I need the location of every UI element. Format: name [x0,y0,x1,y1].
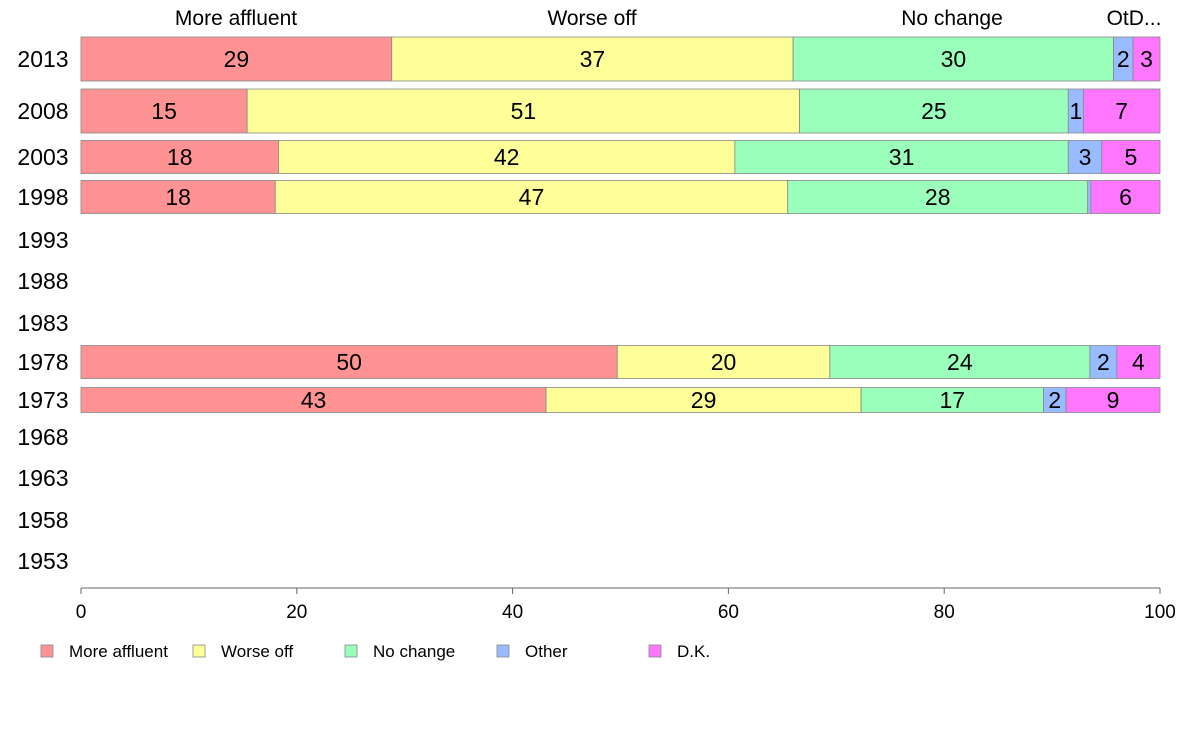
bar-segment [734,140,1069,174]
x-tick-label: 40 [502,602,523,623]
legend-swatch [192,644,206,658]
year-label: 1998 [17,184,68,210]
bar-segment [1065,387,1161,413]
legend: More affluent Worse off No change Other D.K. [40,642,710,661]
year-label: 1983 [17,310,68,336]
x-tick-label: 60 [718,602,739,623]
bar-segment [792,36,1115,82]
x-tick-label: 0 [76,602,87,623]
bar-segment [799,88,1069,134]
legend-label: D.K. [677,642,710,661]
bar-segment [80,88,248,134]
bar-value-label: 3 [1079,144,1092,170]
bars: 29 37 30 2 315 51 25 1 718 42 31 3 518 47 28 650 20 24 2 44… [80,36,1161,413]
year-label: 2013 [17,46,68,72]
bar-segment [80,140,279,174]
year-label: 1988 [17,268,68,294]
bar-value-label: 2 [1097,349,1110,375]
bar-value-label: 15 [151,98,177,124]
x-tick-label: 100 [1144,602,1176,623]
legend-swatch [344,644,358,658]
bar-segment [1090,180,1161,214]
bar-value-label: 3 [1140,46,1153,72]
bar-value-label: 29 [224,46,250,72]
bar-value-label: 20 [711,349,737,375]
bar-segment [1132,36,1161,82]
bar-value-label: 6 [1119,184,1132,210]
bar-segment [1067,140,1103,174]
column-header: Worse off [547,7,636,30]
bar-segment [80,387,547,413]
year-label: 1958 [17,507,68,533]
legend-label: Worse off [221,642,293,661]
bar-value-label: 31 [889,144,915,170]
x-tick-label: 20 [286,602,307,623]
year-labels: 2013 2008 2003 1998 1993 1988 1983 1978 1973 1968… [17,46,68,574]
x-tick-label: 80 [934,602,955,623]
legend-label: More affluent [69,642,168,661]
year-label: 1973 [17,387,68,413]
year-label: 1963 [17,465,68,491]
bar-value-label: 18 [167,144,193,170]
bar-value-label: 18 [165,184,191,210]
bar-value-label: 37 [580,46,606,72]
bar-value-label: 4 [1132,349,1145,375]
year-label: 2003 [17,144,68,170]
bar-segment [80,345,618,379]
column-header: More affluent [175,7,297,30]
bar-value-label: 2 [1117,46,1130,72]
bar-value-label: 2 [1048,387,1061,413]
legend-label: Other [525,642,568,661]
bar-segment [80,180,276,214]
year-label: 1968 [17,424,68,450]
column-header: No change [901,7,1003,30]
bar-segment [391,36,794,82]
column-headers: More affluent Worse off No change OtD... [175,7,1162,30]
column-header: OtD... [1107,7,1162,30]
bar-value-label: 5 [1124,144,1137,170]
bar-value-label: 28 [925,184,951,210]
bar-value-label: 51 [511,98,537,124]
bar-segment [1087,180,1092,214]
legend-swatch [648,644,662,658]
year-label: 1953 [17,548,68,574]
bar-value-label: 47 [519,184,545,210]
year-label: 2008 [17,98,68,124]
bar-value-label: 24 [947,349,973,375]
x-axis: 0 20 40 60 80 100 [76,587,1176,623]
legend-label: No change [373,642,455,661]
bar-value-label: 42 [494,144,520,170]
bar-segment [1116,345,1161,379]
bar-value-label: 9 [1107,387,1120,413]
legend-swatch [496,644,510,658]
legend-swatch [40,644,54,658]
bar-value-label: 43 [301,387,327,413]
bar-value-label: 29 [691,387,717,413]
bar-value-label: 30 [941,46,967,72]
bar-segment [80,36,393,82]
bar-value-label: 17 [939,387,965,413]
bar-value-label: 50 [336,349,362,375]
bar-segment [246,88,801,134]
bar-segment [1101,140,1161,174]
year-label: 1993 [17,227,68,253]
bar-value-label: 1 [1069,98,1082,124]
bar-value-label: 25 [921,98,947,124]
bar-value-label: 7 [1115,98,1128,124]
year-label: 1978 [17,349,68,375]
bar-segment [545,387,862,413]
bar-segment [278,140,736,174]
bar-segment [1082,88,1161,134]
